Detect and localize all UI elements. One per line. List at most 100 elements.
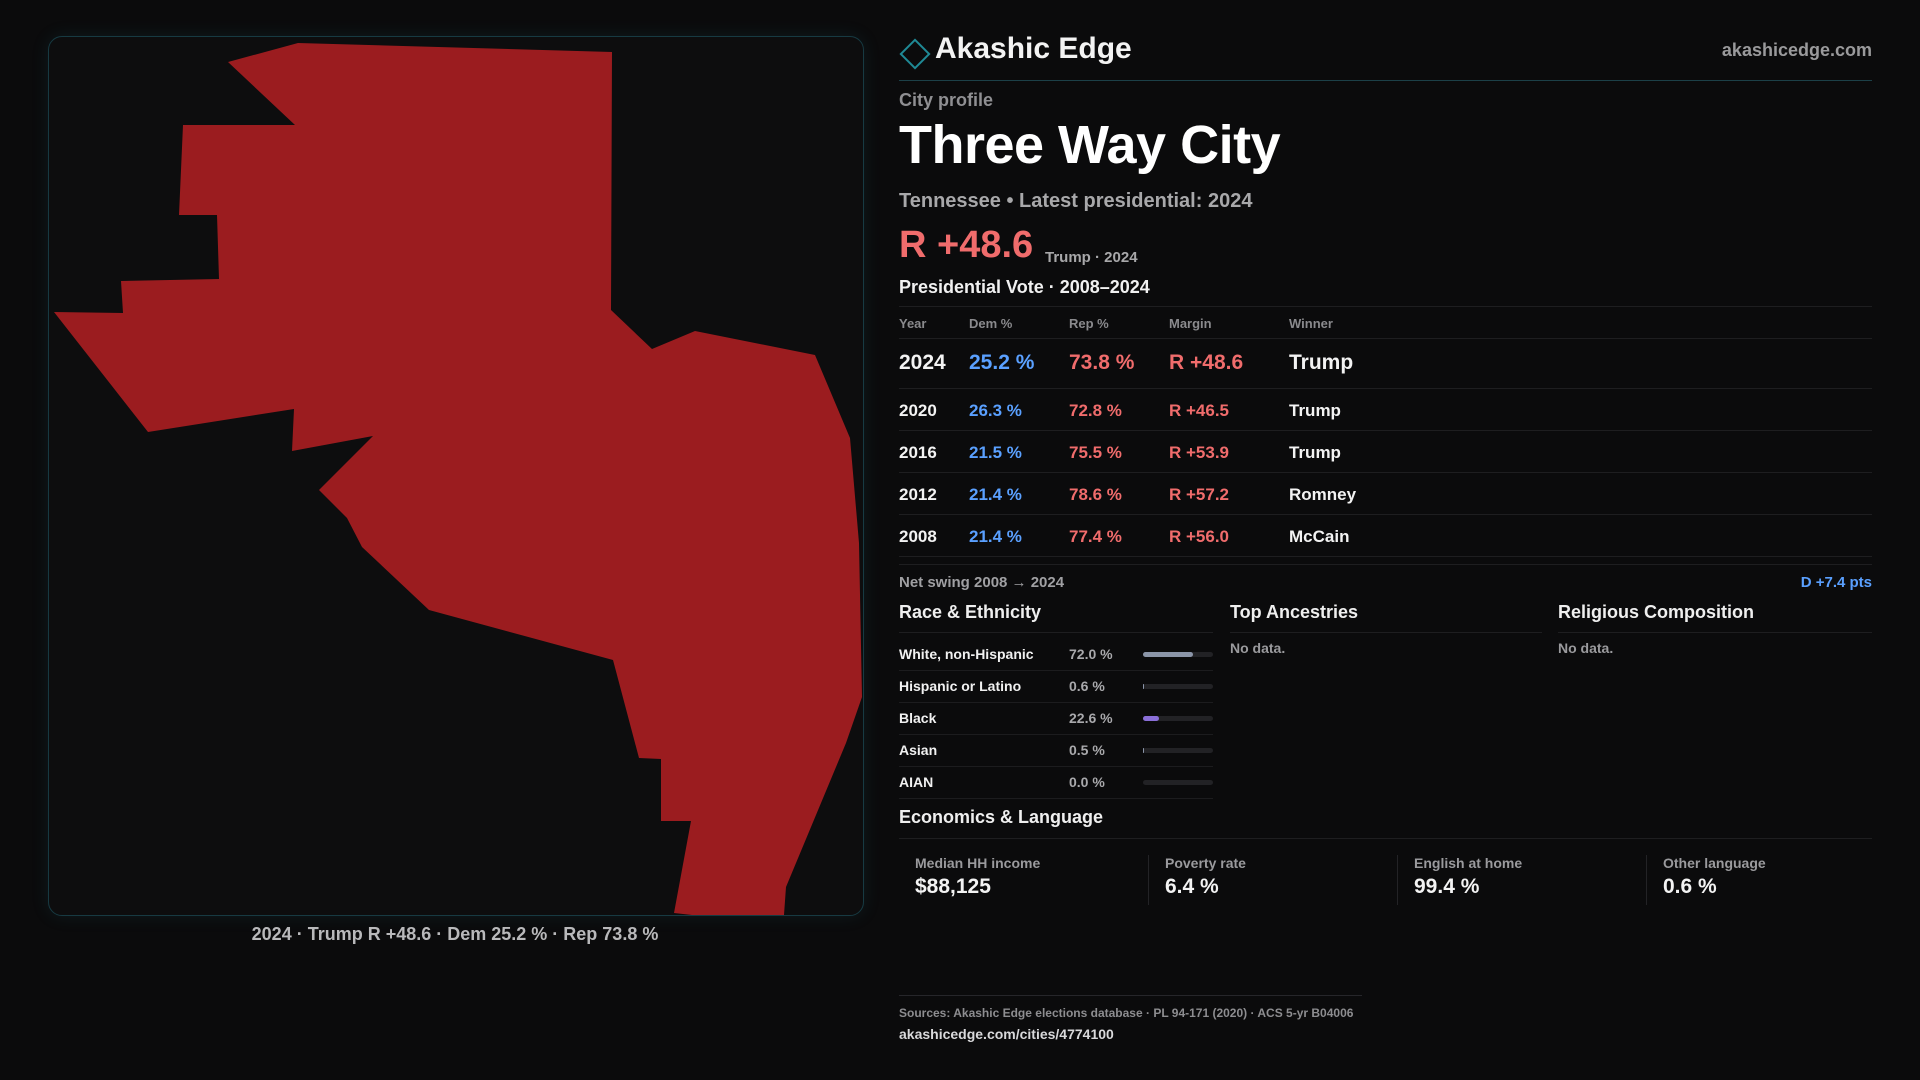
- cell-rep: 73.8 %: [1069, 351, 1135, 374]
- city-boundary-shape[interactable]: [54, 43, 862, 915]
- cell-margin: R +48.6: [1169, 351, 1244, 374]
- map-caption: 2024 · Trump R +48.6 · Dem 25.2 % · Rep …: [251, 924, 659, 944]
- city-map-panel[interactable]: [48, 36, 864, 916]
- race-share-fill: [1143, 716, 1159, 721]
- ancestries-empty-text: No data.: [1230, 640, 1286, 656]
- race-name: White, non-Hispanic: [899, 646, 1034, 662]
- cell-margin: R +53.9: [1169, 443, 1230, 462]
- city-boundary-map: [54, 43, 862, 915]
- sources-text: Sources: Akashic Edge elections database…: [899, 1006, 1354, 1020]
- page-title: Three Way City: [899, 115, 1281, 175]
- ancestries-section-title: Top Ancestries: [1230, 602, 1359, 622]
- race-share-fill: [1143, 652, 1194, 657]
- brand-url-link[interactable]: akashicedge.com: [1721, 40, 1872, 60]
- table-row[interactable]: 2024 25.2 % 73.8 % R +48.6 Trump: [899, 339, 1872, 389]
- cell-winner: Trump: [1289, 401, 1341, 420]
- headline-margin: R +48.6: [899, 224, 1034, 266]
- race-percent: 72.0 %: [1069, 646, 1113, 662]
- table-row[interactable]: 2012 21.4 % 78.6 % R +57.2 Romney: [899, 473, 1872, 515]
- profile-kicker: City profile: [899, 90, 994, 110]
- cell-dem: 25.2 %: [969, 351, 1035, 374]
- econ-label: Median HH income: [915, 855, 1041, 871]
- race-percent: 0.0 %: [1069, 774, 1105, 790]
- cell-winner: Trump: [1289, 443, 1341, 462]
- race-share-bar: [1143, 780, 1213, 785]
- cell-winner: Trump: [1289, 351, 1354, 374]
- table-header-row: Year Dem % Rep % Margin Winner: [899, 307, 1872, 339]
- cell-dem: 26.3 %: [969, 401, 1022, 420]
- race-name: AIAN: [899, 774, 934, 790]
- list-item: Asian 0.5 %: [899, 735, 1213, 767]
- race-share-bar: [1143, 716, 1213, 721]
- econ-label: English at home: [1414, 855, 1523, 871]
- economics-section-title: Economics & Language: [899, 807, 1104, 827]
- ancestries-divider: [1230, 632, 1542, 633]
- race-percent: 0.5 %: [1069, 742, 1105, 758]
- race-divider: [899, 632, 1213, 633]
- cell-margin: R +46.5: [1169, 401, 1230, 420]
- econ-value: $88,125: [915, 875, 991, 898]
- race-section-title: Race & Ethnicity: [899, 602, 1042, 622]
- net-swing-value: D +7.4 pts: [1800, 574, 1872, 591]
- cell-dem: 21.4 %: [969, 485, 1022, 504]
- presidential-vote-table: Year Dem % Rep % Margin Winner 2024 25.2…: [899, 306, 1872, 557]
- cell-margin: R +57.2: [1169, 485, 1230, 504]
- table-row[interactable]: 2008 21.4 % 77.4 % R +56.0 McCain: [899, 515, 1872, 557]
- cell-rep: 78.6 %: [1069, 485, 1122, 504]
- econ-value: 99.4 %: [1414, 875, 1480, 898]
- race-name: Hispanic or Latino: [899, 678, 1022, 694]
- list-item: White, non-Hispanic 72.0 %: [899, 639, 1213, 671]
- race-percent: 0.6 %: [1069, 678, 1105, 694]
- cell-year: 2024: [899, 351, 946, 374]
- cell-winner: Romney: [1289, 485, 1357, 504]
- economics-grid: Median HH income $88,125 Poverty rate 6.…: [899, 838, 1872, 909]
- page-url-link[interactable]: akashicedge.com/cities/4774100: [899, 1026, 1114, 1042]
- cell-year: 2012: [899, 485, 937, 504]
- cell-winner: McCain: [1289, 527, 1350, 546]
- cell-year: 2020: [899, 401, 937, 420]
- profile-subtitle: Tennessee • Latest presidential: 2024: [899, 190, 1253, 212]
- econ-cell-english: English at home 99.4 %: [1397, 855, 1646, 905]
- econ-value: 0.6 %: [1663, 875, 1717, 898]
- religion-empty-text: No data.: [1558, 640, 1614, 656]
- race-share-bar: [1143, 748, 1213, 753]
- brand-header: Akashic Edge akashicedge.com: [899, 28, 1872, 81]
- brand-name[interactable]: Akashic Edge: [935, 32, 1132, 65]
- headline-margin-note: Trump · 2024: [1045, 249, 1138, 266]
- race-name: Black: [899, 710, 937, 726]
- econ-cell-income: Median HH income $88,125: [899, 855, 1147, 905]
- column-header-dem: Dem %: [969, 316, 1013, 331]
- table-row[interactable]: 2016 21.5 % 75.5 % R +53.9 Trump: [899, 431, 1872, 473]
- net-swing-bar: Net swing 2008 → 2024 D +7.4 pts: [899, 564, 1872, 591]
- race-percent: 22.6 %: [1069, 710, 1113, 726]
- econ-label: Other language: [1663, 855, 1766, 871]
- econ-cell-poverty: Poverty rate 6.4 %: [1148, 855, 1397, 905]
- econ-label: Poverty rate: [1165, 855, 1246, 871]
- cell-dem: 21.4 %: [969, 527, 1022, 546]
- race-share-bar: [1143, 684, 1213, 689]
- cell-year: 2016: [899, 443, 937, 462]
- race-name: Asian: [899, 742, 938, 758]
- logo-diamond-icon: [899, 38, 931, 70]
- cell-rep: 75.5 %: [1069, 443, 1122, 462]
- econ-cell-other-language: Other language 0.6 %: [1646, 855, 1872, 905]
- econ-value: 6.4 %: [1165, 875, 1219, 898]
- footer-divider: [899, 995, 1362, 996]
- cell-rep: 77.4 %: [1069, 527, 1122, 546]
- cell-margin: R +56.0: [1169, 527, 1230, 546]
- table-row[interactable]: 2020 26.3 % 72.8 % R +46.5 Trump: [899, 389, 1872, 431]
- cell-year: 2008: [899, 527, 937, 546]
- race-share-bar: [1143, 652, 1213, 657]
- column-header-winner: Winner: [1289, 316, 1333, 331]
- vote-table-title: Presidential Vote · 2008–2024: [899, 277, 1150, 297]
- religion-divider: [1558, 632, 1872, 633]
- race-ethnicity-list: White, non-Hispanic 72.0 % Hispanic or L…: [899, 639, 1213, 799]
- city-profile-column: Akashic Edge akashicedge.com City profil…: [899, 0, 1872, 1080]
- column-header-year: Year: [899, 316, 927, 331]
- column-header-rep: Rep %: [1069, 316, 1109, 331]
- list-item: Black 22.6 %: [899, 703, 1213, 735]
- list-item: AIAN 0.0 %: [899, 767, 1213, 799]
- net-swing-label: Net swing 2008 → 2024: [899, 574, 1065, 591]
- cell-rep: 72.8 %: [1069, 401, 1122, 420]
- column-header-margin: Margin: [1169, 316, 1212, 331]
